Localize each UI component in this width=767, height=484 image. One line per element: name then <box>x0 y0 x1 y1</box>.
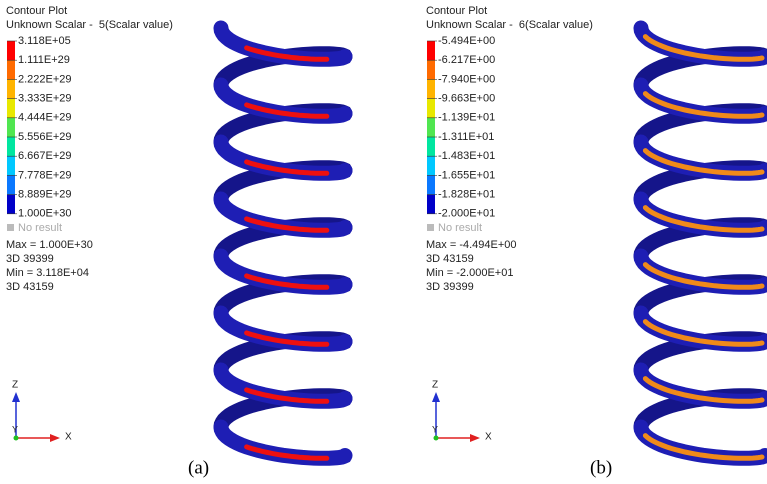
spring <box>213 20 353 466</box>
y-label: Y <box>432 424 438 434</box>
contour-stripe <box>244 45 330 62</box>
y-axis <box>433 435 439 441</box>
contour-stripe <box>244 102 330 119</box>
legend-label: 2.222E+29 <box>18 73 72 85</box>
legend-label: -1.483E+01 <box>438 150 495 162</box>
legend-label: -6.217E+00 <box>438 54 495 66</box>
legend-swatch <box>427 98 435 118</box>
caption: (a) <box>188 457 209 478</box>
min-label: Min = 3.118E+04 <box>6 267 89 279</box>
spring <box>633 20 767 466</box>
x-label: X <box>485 432 492 443</box>
panel: Contour Plot Unknown Scalar - 5(Scalar va… <box>6 5 353 478</box>
legend-swatch <box>427 137 435 157</box>
legend-label: 8.889E+29 <box>18 189 72 201</box>
max-location: 3D 39399 <box>6 253 54 265</box>
legend-label: 4.444E+29 <box>18 112 72 124</box>
legend-label: -1.655E+01 <box>438 169 495 181</box>
legend-label: 7.778E+29 <box>18 169 72 181</box>
contour-stripe <box>642 91 765 119</box>
contour-stripe <box>642 205 765 233</box>
plot-title: Contour Plot <box>426 5 487 17</box>
contour-stripe <box>244 387 330 404</box>
legend-label: 1.000E+30 <box>18 208 72 220</box>
x-label: X <box>65 432 72 443</box>
legend-label: 3.118E+05 <box>18 35 71 47</box>
contour-stripe <box>244 216 330 233</box>
legend-swatch <box>427 156 435 176</box>
x-arrow <box>470 434 480 442</box>
panel: Contour Plot Unknown Scalar - 6(Scalar va… <box>426 5 767 478</box>
caption: (b) <box>590 457 612 478</box>
contour-stripe <box>642 376 765 404</box>
contour-stripe <box>244 444 330 461</box>
legend-swatch <box>427 60 435 80</box>
legend-swatch <box>7 175 15 195</box>
contour-stripe <box>642 433 765 461</box>
legend-label: -7.940E+00 <box>438 73 495 85</box>
y-label: Y <box>12 424 18 434</box>
no-result-swatch <box>427 224 434 231</box>
legend-label: -1.311E+01 <box>438 131 494 143</box>
contour-stripe <box>642 262 765 290</box>
no-result-label: No result <box>438 222 482 234</box>
legend-label: 6.667E+29 <box>18 150 72 162</box>
contour-stripe <box>244 330 330 347</box>
legend-swatch <box>7 137 15 157</box>
legend-label: -5.494E+00 <box>438 35 495 47</box>
contour-stripe <box>244 273 330 290</box>
legend-swatch <box>7 156 15 176</box>
legend-label: -9.663E+00 <box>438 93 495 105</box>
legend-swatch <box>7 79 15 99</box>
max-label: Max = 1.000E+30 <box>6 239 93 251</box>
legend-swatch <box>7 60 15 80</box>
legend-swatch <box>7 117 15 137</box>
legend-label: 1.111E+29 <box>18 54 70 66</box>
legend-label: -1.828E+01 <box>438 189 495 201</box>
legend-swatch <box>427 41 435 61</box>
no-result-label: No result <box>18 222 62 234</box>
legend-swatch <box>427 194 435 214</box>
z-arrow <box>432 392 440 402</box>
x-arrow <box>50 434 60 442</box>
min-location: 3D 43159 <box>6 281 54 293</box>
contour-stripe <box>642 148 765 176</box>
plot-subtitle: Unknown Scalar - 5(Scalar value) <box>6 19 173 31</box>
legend-label: -1.139E+01 <box>438 112 495 124</box>
legend-swatch <box>7 194 15 214</box>
contour-stripe <box>642 319 765 347</box>
legend-label: 5.556E+29 <box>18 131 72 143</box>
contour-stripe <box>244 159 330 176</box>
max-location: 3D 43159 <box>426 253 474 265</box>
contour-stripe <box>642 34 765 62</box>
plot-title: Contour Plot <box>6 5 67 17</box>
z-label: Z <box>432 380 438 391</box>
no-result-swatch <box>7 224 14 231</box>
max-label: Max = -4.494E+00 <box>426 239 517 251</box>
plot-subtitle: Unknown Scalar - 6(Scalar value) <box>426 19 593 31</box>
legend-swatch <box>7 41 15 61</box>
legend-label: -2.000E+01 <box>438 208 495 220</box>
z-arrow <box>12 392 20 402</box>
legend-label: 3.333E+29 <box>18 93 72 105</box>
legend-swatch <box>427 117 435 137</box>
y-axis <box>13 435 19 441</box>
min-location: 3D 39399 <box>426 281 474 293</box>
legend-swatch <box>427 175 435 195</box>
min-label: Min = -2.000E+01 <box>426 267 513 279</box>
legend-swatch <box>427 79 435 99</box>
z-label: Z <box>12 380 18 391</box>
legend-swatch <box>7 98 15 118</box>
